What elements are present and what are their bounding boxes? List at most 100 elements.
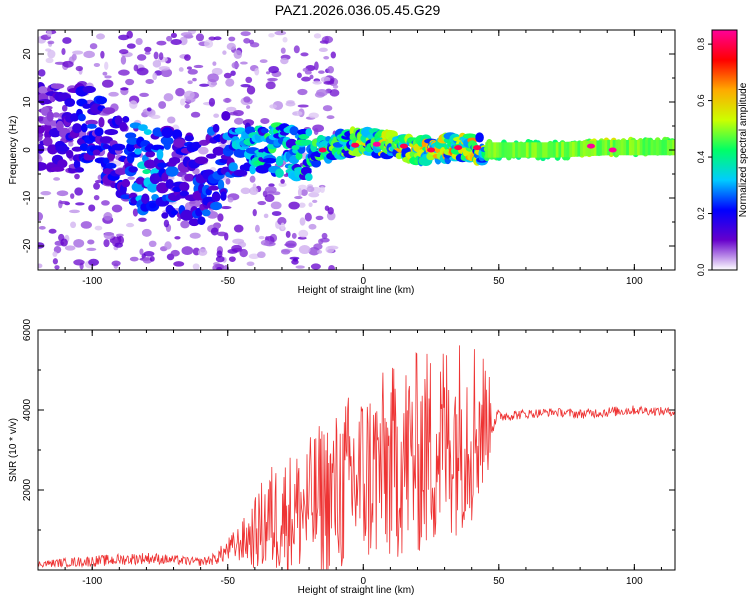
spectrogram-noise: [68, 141, 74, 147]
spectrogram-noise: [103, 232, 115, 240]
spectrogram-band: [582, 141, 586, 157]
spectrogram-noise: [163, 93, 174, 102]
spectrogram-ylabel: Frequency (Hz): [8, 116, 19, 185]
spectrogram-noise: [215, 255, 225, 263]
spectrogram-noise: [308, 202, 313, 208]
spectrogram-noise: [143, 251, 155, 257]
spectrogram-noise: [225, 78, 235, 87]
y-tick-label: 10: [22, 96, 33, 108]
spectrogram-cell: [205, 153, 217, 159]
spectrogram-noise: [150, 114, 161, 119]
spectrogram-noise: [330, 51, 336, 59]
spectrogram-noise: [245, 76, 253, 84]
spectrogram-band: [512, 142, 516, 158]
spectrogram-cell: [86, 123, 97, 129]
spectrogram-noise: [111, 204, 123, 213]
spectrogram-band: [515, 142, 519, 158]
spectrogram-noise: [193, 64, 204, 69]
spectrogram-noise: [104, 75, 112, 79]
spectrogram-noise: [319, 186, 325, 193]
spectrogram-noise: [326, 115, 335, 120]
y-tick-label: 4000: [22, 398, 33, 421]
spectrogram-noise: [252, 183, 257, 192]
spectrogram-cell: [260, 128, 269, 134]
spectrogram-cell: [188, 218, 200, 227]
spectrogram-noise: [136, 67, 149, 76]
spectrogram-noise: [61, 48, 66, 55]
spectrogram-noise: [153, 51, 159, 60]
spectrogram-hotspot: [291, 145, 300, 151]
spectrogram-band: [647, 139, 651, 156]
spectrogram-noise: [252, 209, 257, 217]
spectrogram-noise: [149, 256, 155, 262]
spectrogram-cell: [228, 162, 238, 172]
spectrogram-noise: [310, 263, 321, 270]
spectrogram-cell: [46, 111, 54, 122]
spectrogram-cell: [38, 143, 45, 154]
spectrogram-cell: [161, 127, 174, 139]
spectrogram-noise: [322, 105, 333, 112]
spectrogram-cell: [212, 123, 220, 133]
spectrogram-noise: [180, 98, 186, 106]
spectrogram-noise: [329, 89, 340, 97]
spectrogram-band: [628, 139, 632, 156]
spectrogram-noise: [178, 67, 184, 72]
spectrogram-band: [528, 142, 532, 158]
spectrogram-xlabel: Height of straight line (km): [298, 285, 415, 296]
spectrogram-noise: [120, 55, 127, 65]
spectrogram-band: [669, 139, 673, 156]
spectrogram-cell: [102, 143, 110, 150]
spectrogram-hotspot: [256, 152, 265, 158]
spectrogram-cell: [149, 202, 157, 209]
spectrogram-noise: [46, 30, 52, 37]
spectrogram-noise: [260, 117, 270, 124]
spectrogram-cell: [160, 136, 174, 146]
x-tick-label: 50: [493, 276, 505, 287]
spectrogram-noise: [258, 235, 265, 240]
y-tick-label: 20: [22, 48, 33, 60]
spectrogram-noise: [54, 265, 60, 270]
spectrogram-cell: [295, 151, 303, 160]
spectrogram-hotspot: [142, 169, 151, 175]
x-tick-label: 100: [626, 276, 643, 287]
spectrogram-noise: [226, 106, 237, 112]
spectrogram-noise: [259, 59, 268, 64]
spectrogram-cell: [99, 136, 113, 144]
spectrogram-band: [658, 139, 662, 156]
spectrogram-cell: [179, 190, 189, 197]
spectrogram-cell: [94, 127, 104, 137]
spectrogram-cell: [64, 98, 76, 107]
spectrogram-cell: [42, 137, 53, 147]
spectrogram-band: [569, 141, 573, 157]
spectrogram-noise: [108, 91, 119, 97]
spectrogram-cell: [82, 85, 96, 94]
spectrogram-noise: [186, 66, 192, 70]
spectrogram-noise: [158, 101, 167, 109]
spectrogram-noise: [181, 246, 194, 255]
spectrogram-band: [520, 142, 524, 158]
spectrogram-band: [539, 142, 543, 158]
spectrogram-noise: [239, 248, 248, 258]
spectrogram-noise: [198, 146, 209, 155]
spectrogram-noise: [300, 189, 308, 196]
colorbar-tick-label: 0.4: [696, 151, 706, 164]
spectrogram-noise: [164, 241, 172, 250]
spectrogram-cell: [134, 148, 142, 155]
spectrogram-noise: [38, 212, 44, 221]
spectrogram-cell: [114, 115, 123, 126]
colorbar-label: Normalized spectral amplitude: [738, 82, 749, 217]
spectrogram-cell: [150, 144, 165, 151]
spectrogram-noise: [210, 227, 219, 236]
spectrogram-cell: [212, 146, 225, 156]
spectrogram-noise: [299, 217, 306, 226]
spectrogram-noise: [294, 195, 303, 200]
spectrogram-cell: [38, 125, 46, 134]
spectrogram-band: [501, 142, 505, 158]
spectrogram-noise: [319, 40, 329, 44]
spectrogram-band: [609, 139, 613, 156]
spectrogram-noise: [146, 107, 152, 112]
spectrogram-noise: [257, 251, 266, 259]
spectrogram-cell: [165, 166, 179, 177]
spectrogram-noise: [52, 251, 58, 257]
spectrogram-noise: [89, 43, 98, 50]
